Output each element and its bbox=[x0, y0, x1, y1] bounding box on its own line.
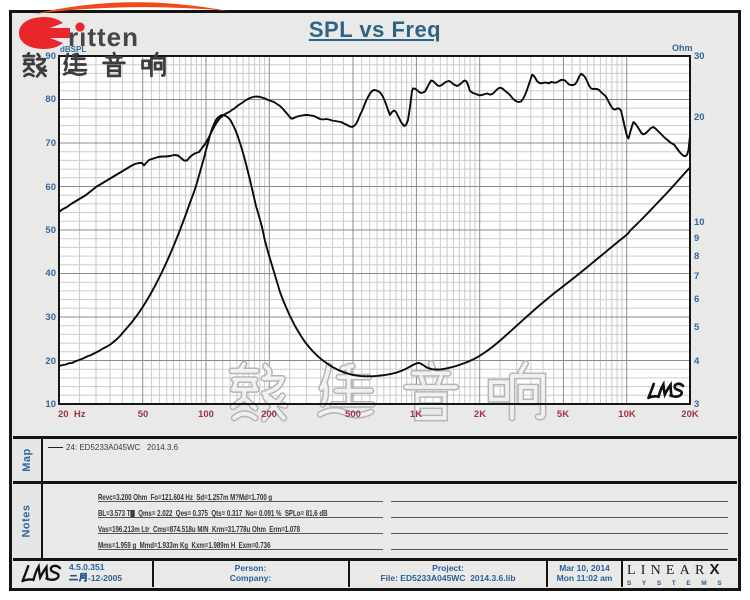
svg-text:3: 3 bbox=[694, 399, 699, 410]
svg-text:20 Hz: 20 Hz bbox=[58, 409, 86, 420]
svg-text:200: 200 bbox=[261, 409, 277, 420]
svg-text:1K: 1K bbox=[410, 409, 422, 420]
svg-text:20: 20 bbox=[694, 112, 705, 123]
svg-text:4: 4 bbox=[694, 356, 700, 367]
svg-text:60: 60 bbox=[45, 182, 56, 193]
svg-text:10: 10 bbox=[45, 399, 56, 410]
svg-text:30: 30 bbox=[694, 51, 705, 62]
svg-text:8: 8 bbox=[694, 251, 699, 262]
svg-text:Ohm: Ohm bbox=[672, 43, 693, 53]
svg-text:dBSPL: dBSPL bbox=[60, 45, 86, 54]
svg-text:70: 70 bbox=[45, 138, 56, 149]
svg-text:100: 100 bbox=[198, 409, 214, 420]
svg-text:500: 500 bbox=[345, 409, 361, 420]
svg-text:2K: 2K bbox=[474, 409, 486, 420]
svg-text:7: 7 bbox=[694, 271, 699, 282]
svg-text:10: 10 bbox=[694, 217, 705, 228]
svg-text:50: 50 bbox=[45, 225, 56, 236]
svg-text:6: 6 bbox=[694, 294, 699, 305]
svg-text:50: 50 bbox=[138, 409, 149, 420]
svg-text:80: 80 bbox=[45, 94, 56, 105]
svg-text:20K: 20K bbox=[681, 409, 699, 420]
svg-text:5: 5 bbox=[694, 322, 700, 333]
svg-text:20: 20 bbox=[45, 356, 56, 367]
svg-text:40: 40 bbox=[45, 268, 56, 279]
svg-text:30: 30 bbox=[45, 312, 56, 323]
svg-text:9: 9 bbox=[694, 233, 699, 244]
svg-text:5K: 5K bbox=[557, 409, 569, 420]
svg-text:rıtten: rıtten bbox=[68, 22, 139, 52]
svg-text:10K: 10K bbox=[618, 409, 636, 420]
svg-text:90: 90 bbox=[45, 51, 56, 62]
